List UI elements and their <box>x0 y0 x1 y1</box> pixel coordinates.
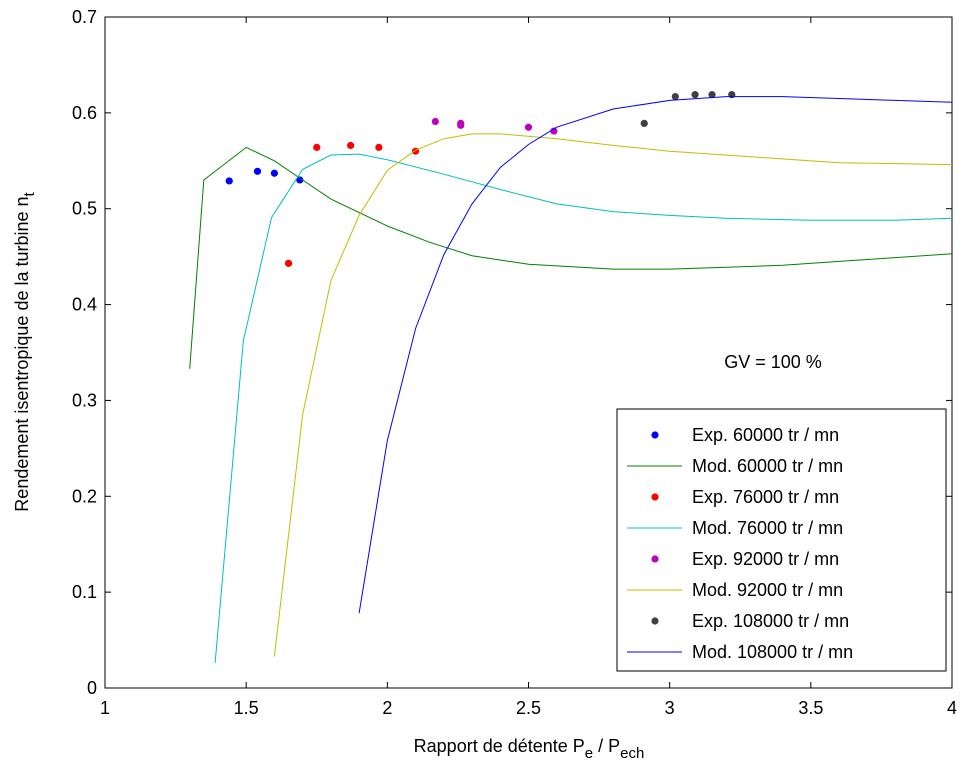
y-axis-label: Rendement isentropique de la turbine nt <box>12 191 38 511</box>
data-point-6 <box>640 119 648 128</box>
x-tick-label: 4 <box>947 698 957 718</box>
y-tick-label: 0.1 <box>72 582 97 602</box>
data-point-4 <box>431 117 439 126</box>
y-tick-label: 0.6 <box>72 103 97 123</box>
x-tick-label: 2.5 <box>516 698 541 718</box>
axes: 1 1.5 2 2.5 3 3.5 4 0 0.1 0.2 0.3 0.4 0.5 0.6 0.7 <box>72 7 957 718</box>
legend-box <box>616 408 947 672</box>
legend-label: Exp. 92000 tr / mn <box>692 549 839 569</box>
annotation-label: GV = 100 % <box>724 352 822 372</box>
y-tick-label: 0.3 <box>72 390 97 410</box>
data-point-6 <box>708 91 716 99</box>
x-tick-label: 1 <box>100 698 110 718</box>
legend-label: Mod. 92000 tr / mn <box>692 580 843 600</box>
legend: Exp. 60000 tr / mn Mod. 60000 tr / mn Exp.… <box>616 408 947 672</box>
legend-marker-swatch <box>651 431 659 439</box>
legend-label: Mod. 60000 tr / mn <box>692 456 843 476</box>
data-point-6 <box>671 92 679 101</box>
x-tick-label: 3.5 <box>798 698 823 718</box>
data-point-6 <box>691 91 699 99</box>
data-point-2 <box>313 143 321 151</box>
legend-marker-swatch <box>651 617 659 625</box>
x-tick-label: 1.5 <box>234 698 259 718</box>
legend-label: Exp. 76000 tr / mn <box>692 487 839 507</box>
data-point-6 <box>728 91 736 99</box>
series-layer <box>189 91 953 664</box>
legend-label: Exp. 108000 tr / mn <box>692 611 849 631</box>
data-point-0 <box>296 176 304 184</box>
series-line-7 <box>358 96 953 614</box>
data-point-2 <box>347 141 355 150</box>
data-point-4 <box>524 123 533 131</box>
data-point-4 <box>457 121 465 129</box>
legend-label: Mod. 76000 tr / mn <box>692 518 843 538</box>
data-point-2 <box>375 143 383 151</box>
data-point-0 <box>225 177 233 185</box>
x-axis-label: Rapport de détente Pe / Pech <box>414 736 645 762</box>
x-tick-label: 3 <box>665 698 675 718</box>
y-tick-label: 0.7 <box>72 7 97 27</box>
y-tick-label: 0 <box>87 678 97 698</box>
legend-label: Exp. 60000 tr / mn <box>692 425 839 445</box>
y-tick-label: 0.2 <box>72 486 97 506</box>
data-point-0 <box>270 169 278 177</box>
x-tick-label: 2 <box>382 698 392 718</box>
legend-marker-swatch <box>651 555 659 563</box>
data-point-0 <box>253 167 262 175</box>
series-line-5 <box>273 133 953 657</box>
legend-marker-swatch <box>651 493 659 501</box>
y-tick-label: 0.4 <box>72 295 97 315</box>
legend-label: Mod. 108000 tr / mn <box>692 642 853 662</box>
series-line-1 <box>189 146 953 369</box>
data-point-4 <box>550 127 558 135</box>
series-line-3 <box>214 153 953 664</box>
data-point-2 <box>284 259 293 267</box>
y-tick-label: 0.5 <box>72 199 97 219</box>
